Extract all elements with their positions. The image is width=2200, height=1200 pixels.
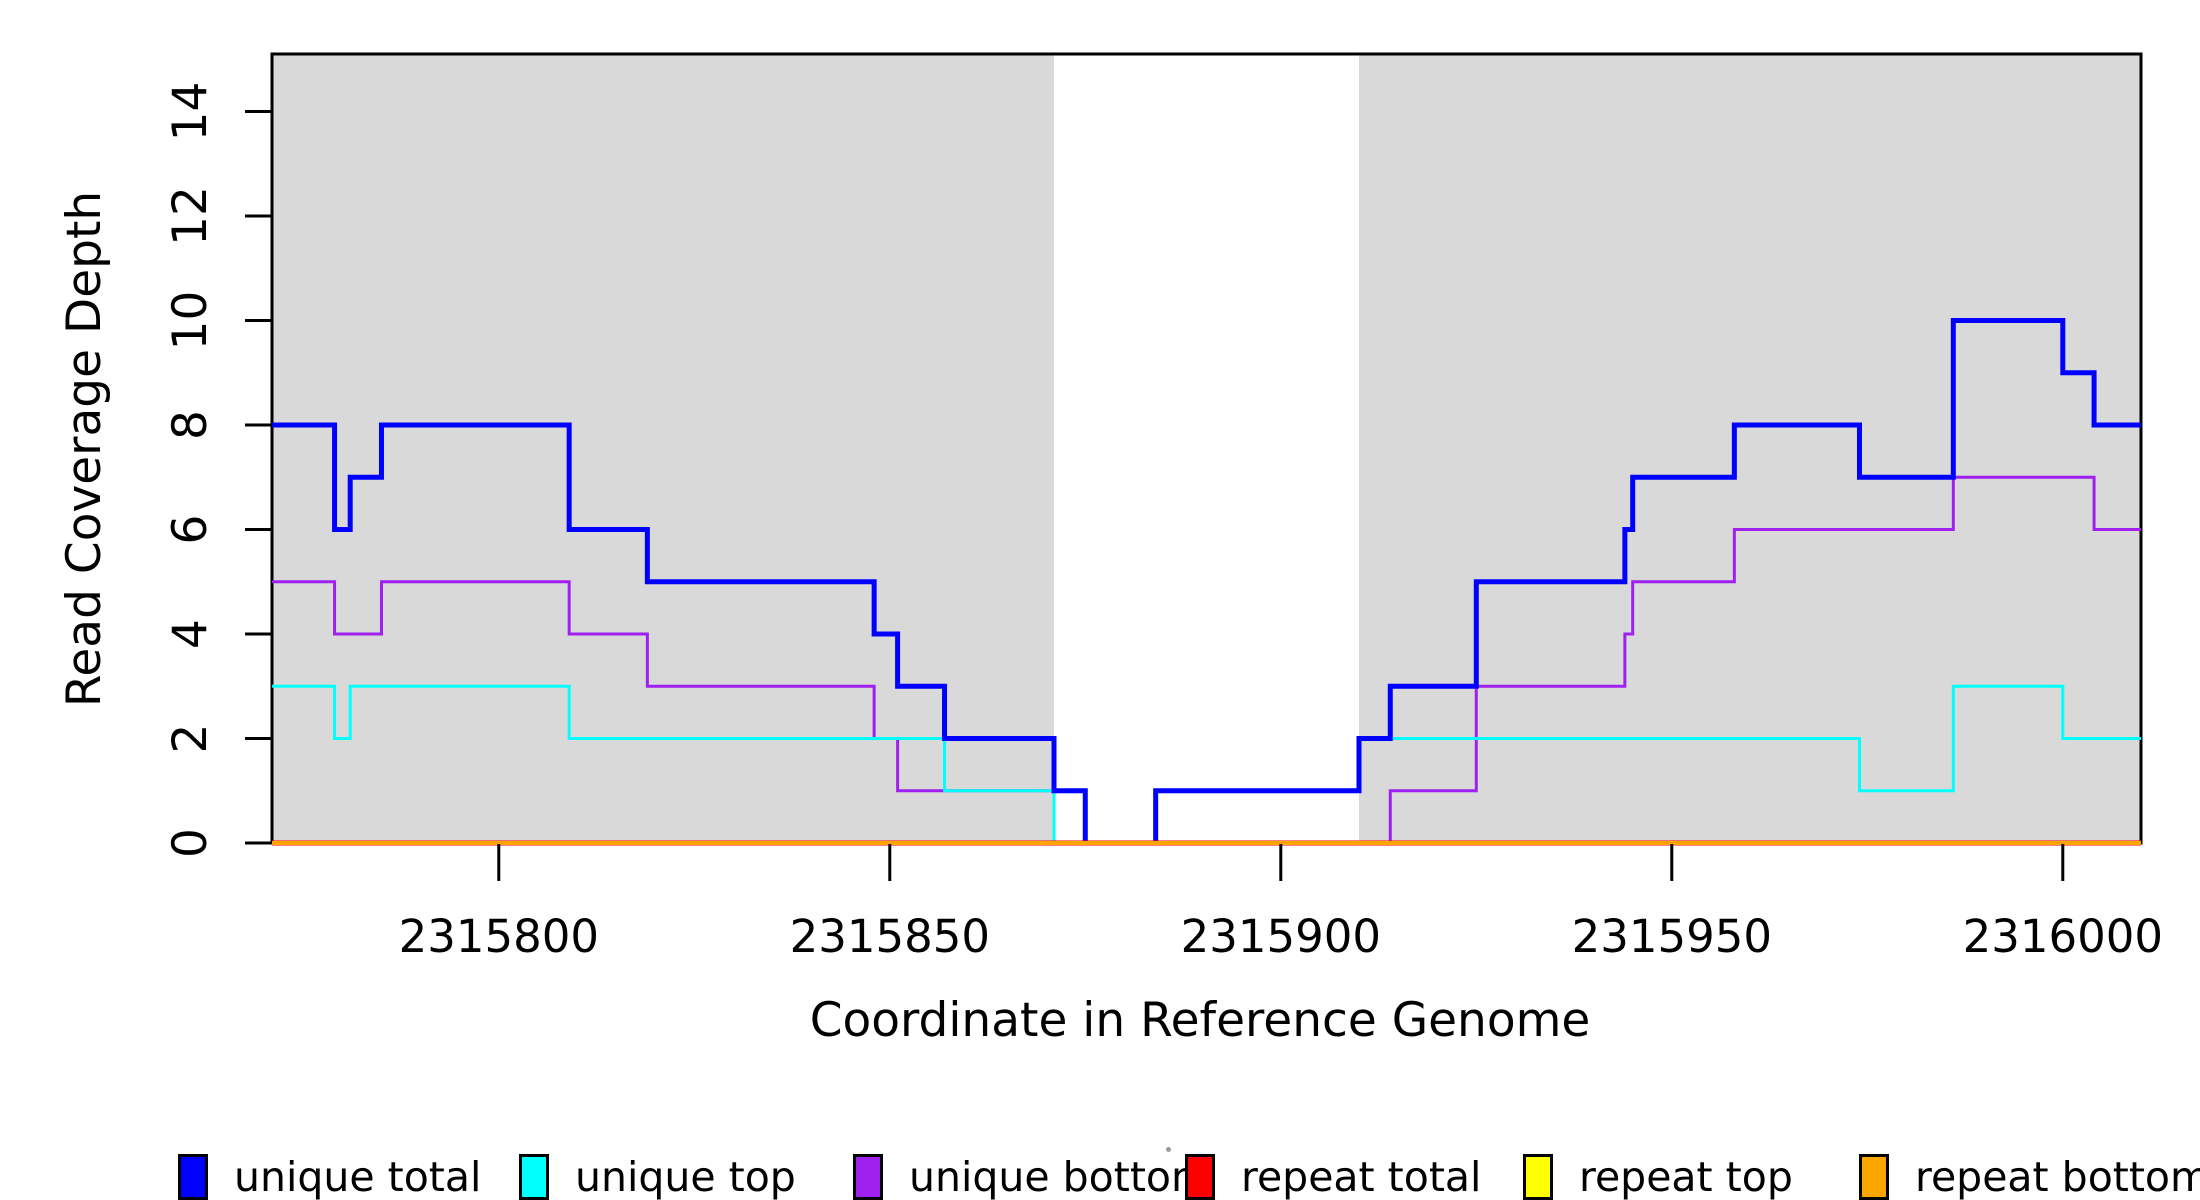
x-axis-title: Coordinate in Reference Genome [810,993,1591,1048]
legend-item-repeat-bottom: repeat bottom [1859,1153,2200,1200]
x-axis-ticks: 2315800 2315850 2315900 2315950 2316000 [399,844,2163,963]
y-tick-label: 6 [163,515,218,545]
legend-label: unique bottom [909,1153,1211,1200]
x-tick-label: 2315900 [1181,910,1381,963]
x-tick-label: 2315950 [1572,910,1772,963]
legend-item-unique-bottom: unique bottom [853,1153,1211,1200]
y-tick-label: 0 [163,828,218,858]
legend-item-repeat-total: repeat total [1185,1153,1482,1200]
legend-label: repeat top [1579,1153,1793,1200]
y-axis-ticks: 0 2 4 6 8 10 12 14 [163,82,271,858]
y-tick-label: 8 [163,410,218,440]
series-lines [272,317,2141,846]
legend-swatch-unique-total [178,1154,208,1200]
shaded-region [272,54,1055,843]
legend-swatch-repeat-bottom [1859,1154,1889,1200]
y-tick-label: 12 [163,186,218,246]
x-tick-label: 2316000 [1963,910,2163,963]
y-axis-title: Read Coverage Depth [57,191,112,707]
x-tick-label: 2315800 [399,910,599,963]
legend-label: unique total [234,1153,482,1200]
legend-label: unique top [575,1153,796,1200]
legend-swatch-unique-bottom [853,1154,883,1200]
legend-item-unique-top: unique top [519,1153,796,1200]
legend-item-unique-total: unique total [178,1153,482,1200]
legend-item-repeat-top: repeat top [1523,1153,1793,1200]
shaded-region [1358,54,2141,843]
legend-swatch-repeat-total [1185,1154,1215,1200]
stray-mark-dot [1166,1147,1171,1152]
x-tick-label: 2315850 [790,910,990,963]
series-unique-total [272,317,2141,846]
legend-swatch-repeat-top [1523,1154,1553,1200]
y-tick-label: 10 [163,291,218,351]
y-tick-label: 14 [163,82,218,142]
legend-label: repeat bottom [1915,1153,2200,1200]
y-tick-label: 4 [163,619,218,649]
legend-label: repeat total [1241,1153,1482,1200]
legend-swatch-unique-top [519,1154,549,1200]
y-tick-label: 2 [163,724,218,754]
shaded-regions [272,54,2141,843]
